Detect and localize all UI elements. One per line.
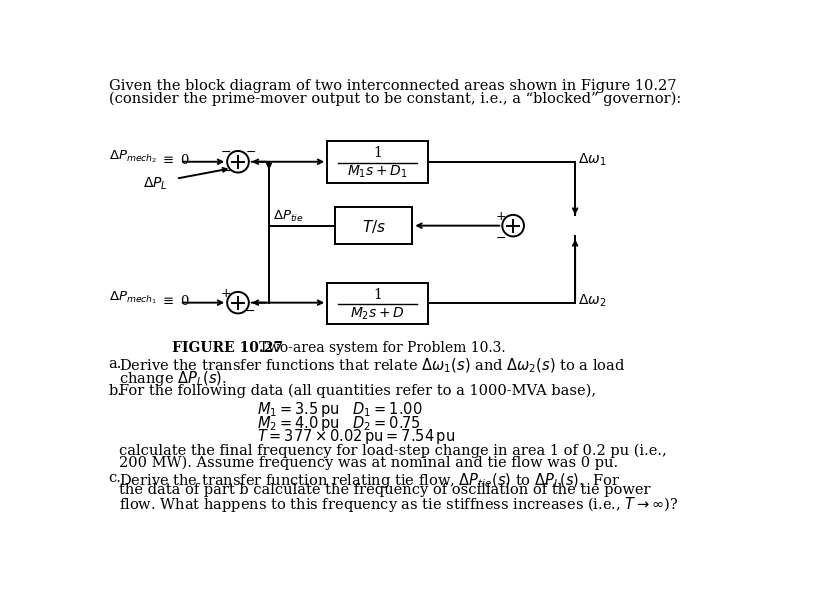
Circle shape [227, 151, 249, 173]
Bar [327, 282, 428, 325]
Text: $M_2s + D$: $M_2s + D$ [350, 305, 405, 321]
Text: change $\Delta P_L(s)$.: change $\Delta P_L(s)$. [120, 369, 227, 388]
Text: 200 MW). Assume frequency was at nominal and tie flow was 0 pu.: 200 MW). Assume frequency was at nominal… [120, 456, 618, 470]
Text: Two-area system for Problem 10.3.: Two-area system for Problem 10.3. [246, 341, 505, 355]
Text: c.: c. [109, 470, 121, 484]
Text: a.: a. [109, 357, 122, 370]
Text: Derive the transfer functions that relate $\Delta\omega_1(s)$ and $\Delta\omega_: Derive the transfer functions that relat… [120, 357, 626, 375]
Text: −: − [220, 146, 231, 159]
Bar [335, 207, 413, 244]
Circle shape [227, 292, 249, 314]
Text: calculate the final frequency for load-step change in area 1 of 0.2 pu (i.e.,: calculate the final frequency for load-s… [120, 443, 667, 458]
Text: +: + [220, 287, 231, 300]
Text: Derive the transfer function relating tie flow, $\Delta P_{tie}(s)$ to $\Delta P: Derive the transfer function relating ti… [120, 470, 621, 489]
Text: $\Delta\omega_2$: $\Delta\omega_2$ [578, 292, 607, 309]
Text: 1: 1 [373, 288, 382, 302]
Text: $T = 377 \times 0.02\,\mathrm{pu} = 7.54\,\mathrm{pu}$: $T = 377 \times 0.02\,\mathrm{pu} = 7.54… [257, 426, 455, 446]
Text: the data of part b calculate the frequency of oscillation of the tie power: the data of part b calculate the frequen… [120, 483, 651, 497]
Text: 1: 1 [373, 146, 382, 160]
Text: $T/s$: $T/s$ [361, 218, 386, 235]
Text: $\Delta P_{tie}$: $\Delta P_{tie}$ [273, 209, 303, 224]
Text: $M_2 = 4.0\,\mathrm{pu}$   $D_2 = 0.75$: $M_2 = 4.0\,\mathrm{pu}$ $D_2 = 0.75$ [257, 414, 421, 432]
Text: flow. What happens to this frequency as tie stiffness increases (i.e., $T\righta: flow. What happens to this frequency as … [120, 495, 679, 514]
Text: $\equiv$ 0: $\equiv$ 0 [161, 294, 191, 308]
Text: $M_1s + D_1$: $M_1s + D_1$ [347, 163, 408, 180]
Text: Given the block diagram of two interconnected areas shown in Figure 10.27: Given the block diagram of two interconn… [109, 79, 676, 93]
Text: $\equiv$ 0: $\equiv$ 0 [161, 153, 191, 167]
Text: −: − [246, 146, 256, 159]
Text: b.: b. [109, 384, 123, 398]
Text: (consider the prime-mover output to be constant, i.e., a “blocked” governor):: (consider the prime-mover output to be c… [109, 92, 681, 106]
Text: $\Delta\omega_1$: $\Delta\omega_1$ [578, 151, 607, 168]
Circle shape [502, 215, 524, 237]
Text: −: − [245, 306, 256, 318]
Text: $\Delta P_{mech_2}$: $\Delta P_{mech_2}$ [109, 149, 157, 165]
Text: −: − [221, 165, 232, 178]
Text: $\Delta P_L$: $\Delta P_L$ [143, 175, 167, 192]
Bar [327, 141, 428, 182]
Text: FIGURE 10.27: FIGURE 10.27 [172, 341, 283, 355]
Text: +: + [495, 210, 506, 223]
Text: $\Delta P_{mech_1}$: $\Delta P_{mech_1}$ [109, 290, 157, 306]
Text: $M_1 = 3.5\,\mathrm{pu}$   $D_1 = 1.00$: $M_1 = 3.5\,\mathrm{pu}$ $D_1 = 1.00$ [257, 400, 423, 420]
Text: −: − [495, 232, 506, 245]
Text: For the following data (all quantities refer to a 1000-MVA base),: For the following data (all quantities r… [120, 384, 596, 398]
